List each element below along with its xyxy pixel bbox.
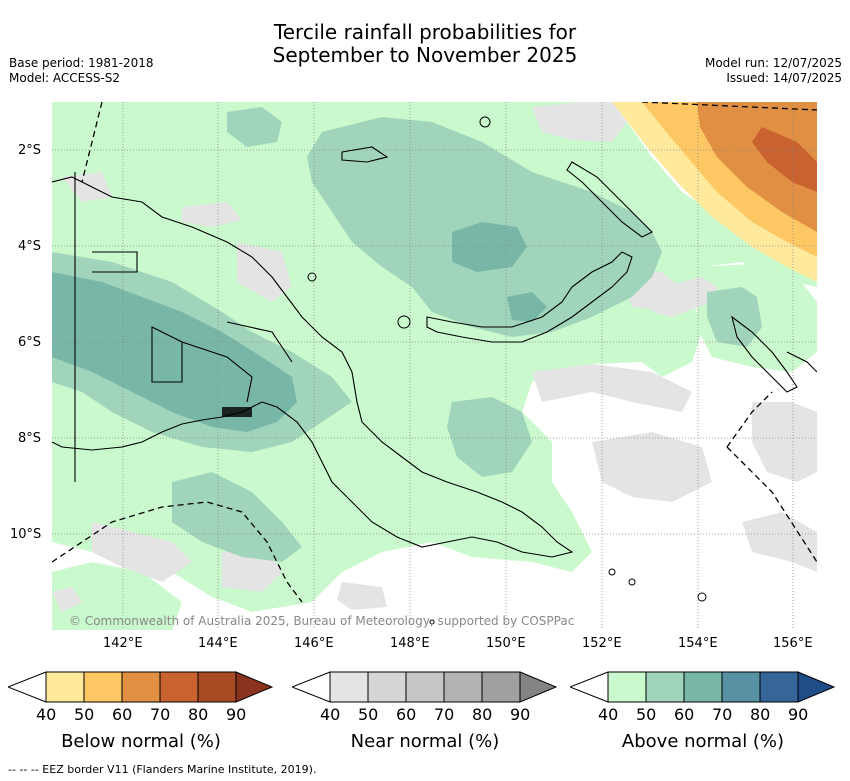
colorbar-near-normal	[292, 671, 558, 703]
meta-left: Base period: 1981-2018 Model: ACCESS-S2	[9, 56, 154, 86]
cb2-tick-90: 90	[510, 705, 531, 724]
cb1-tick-70: 70	[150, 705, 171, 724]
cb1-tick-60: 60	[112, 705, 133, 724]
y-tick-8s: 8°S	[18, 431, 42, 446]
x-tick-150e: 150°E	[486, 636, 526, 651]
x-tick-152e: 152°E	[582, 636, 622, 651]
cb2-label: Near normal (%)	[350, 731, 500, 752]
cb2-tick-70: 70	[434, 705, 455, 724]
colorbar-above-normal	[570, 671, 836, 703]
cb2-tick-60: 60	[396, 705, 417, 724]
cb3-high-extend	[797, 671, 836, 703]
below-normal-60-zone	[697, 102, 817, 232]
cb1-tick-80: 80	[188, 705, 209, 724]
cb1-label: Below normal (%)	[61, 731, 221, 752]
highlands-detail	[222, 407, 252, 417]
colorbar-below-normal	[8, 671, 274, 703]
cb3-low-extend	[570, 671, 609, 703]
eez-borders	[52, 102, 817, 603]
cb3-tick-70: 70	[712, 705, 733, 724]
x-tick-156e: 156°E	[773, 636, 813, 651]
cb2-tick-40: 40	[320, 705, 341, 724]
map-title-line2: September to November 2025	[272, 43, 578, 67]
x-tick-148e: 148°E	[390, 636, 430, 651]
cb3-tick-80: 80	[750, 705, 771, 724]
gridlines	[52, 102, 817, 630]
x-tick-142e: 142°E	[103, 636, 143, 651]
cb2-tick-50: 50	[358, 705, 379, 724]
cb3-label: Above normal (%)	[621, 731, 785, 752]
cb3-tick-60: 60	[674, 705, 695, 724]
map-title-line1: Tercile rainfall probabilities for	[273, 20, 577, 44]
y-tick-10s: 10°S	[10, 527, 42, 542]
rainfall-map: © Commonwealth of Australia 2025, Bureau…	[52, 102, 817, 630]
cb3-tick-90: 90	[788, 705, 809, 724]
cb1-tick-90: 90	[226, 705, 247, 724]
cb2-high-extend	[519, 671, 558, 703]
eez-footnote: -- -- -- EEZ border V11 (Flanders Marine…	[8, 763, 317, 776]
cb3-tick-50: 50	[636, 705, 657, 724]
issued-text: Issued: 14/07/2025	[726, 71, 842, 85]
model-run-text: Model run: 12/07/2025	[704, 56, 842, 70]
y-tick-2s: 2°S	[18, 143, 42, 158]
below-normal-70-zone	[752, 127, 817, 192]
y-tick-6s: 6°S	[18, 335, 42, 350]
meta-right: Model run: 12/07/2025 Issued: 14/07/2025	[705, 56, 842, 86]
cb1-high-extend	[235, 671, 274, 703]
cb1-low-extend	[8, 671, 47, 703]
x-tick-144e: 144°E	[198, 636, 238, 651]
cb1-tick-40: 40	[36, 705, 57, 724]
cb2-low-extend	[292, 671, 331, 703]
islands	[307, 116, 707, 625]
x-tick-146e: 146°E	[294, 636, 334, 651]
cb2-tick-80: 80	[472, 705, 493, 724]
base-period-text: Base period: 1981-2018	[9, 56, 154, 70]
y-tick-4s: 4°S	[18, 239, 42, 254]
cb1-tick-50: 50	[74, 705, 95, 724]
copyright-text: © Commonwealth of Australia 2025, Bureau…	[69, 614, 574, 628]
x-tick-154e: 154°E	[678, 636, 718, 651]
above-normal-60-zone	[52, 222, 547, 432]
model-text: Model: ACCESS-S2	[9, 71, 121, 85]
cb3-tick-40: 40	[598, 705, 619, 724]
